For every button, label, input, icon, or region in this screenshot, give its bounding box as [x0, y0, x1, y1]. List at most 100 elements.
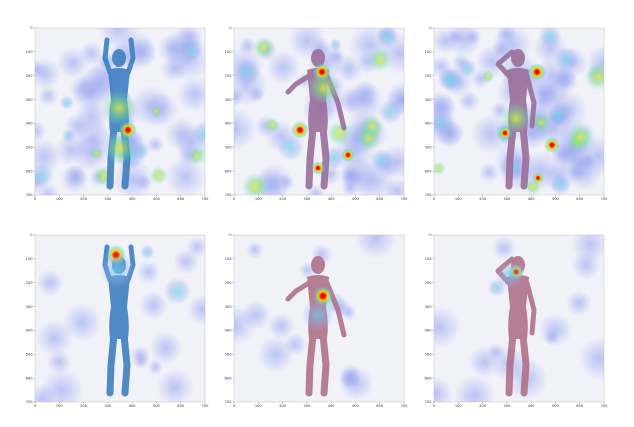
- heat-blob: [454, 375, 496, 417]
- heat-blob: [356, 126, 381, 151]
- x-tick-label: 300: [303, 404, 311, 408]
- y-tick-label: 700: [225, 193, 233, 197]
- y-tick-label: 500: [225, 352, 233, 356]
- y-tick-label: 600: [225, 376, 233, 380]
- heat-spot: [99, 252, 135, 288]
- heat-blob: [187, 294, 218, 325]
- y-tick-label: 500: [425, 352, 433, 356]
- y-tick-label: 300: [225, 98, 233, 102]
- limb: [509, 335, 513, 393]
- x-tick-label: 100: [455, 404, 463, 408]
- x-tick-label: 200: [279, 404, 287, 408]
- x-tick-label: 500: [153, 404, 161, 408]
- x-tick-label: 500: [552, 197, 560, 201]
- heat-spot: [532, 172, 544, 184]
- heat-blob: [163, 277, 191, 305]
- heat-blob: [378, 99, 403, 124]
- x-tick-label: 0: [34, 404, 37, 408]
- heat-blob: [242, 173, 269, 200]
- heat-blob: [571, 226, 608, 263]
- limb: [309, 335, 313, 393]
- heat-spot: [528, 63, 546, 81]
- x-tick-label: 300: [104, 404, 112, 408]
- limb: [323, 335, 326, 393]
- heat-blob: [566, 290, 592, 316]
- y-tick-label: 200: [225, 74, 233, 78]
- y-tick-label: 300: [26, 305, 34, 309]
- heat-blob: [59, 95, 74, 110]
- y-tick-label: 100: [225, 257, 233, 261]
- heat-spot: [101, 90, 137, 126]
- heat-blob: [419, 377, 454, 412]
- y-tick-label: 300: [225, 305, 233, 309]
- limb: [523, 335, 526, 393]
- y-tick-label: 400: [225, 122, 233, 126]
- y-tick-label: 400: [425, 329, 433, 333]
- heat-blob: [268, 313, 295, 340]
- heat-blob: [481, 70, 494, 83]
- heat-blob: [62, 129, 76, 143]
- y-tick-label: 200: [26, 281, 34, 285]
- y-tick-label: 700: [26, 400, 34, 404]
- heat-blob: [554, 46, 579, 71]
- heat-blob: [173, 249, 199, 275]
- heatmap: [214, 22, 420, 204]
- panel: 0100200300400500600700010020030040050060…: [214, 22, 420, 204]
- x-tick-label: 200: [479, 197, 487, 201]
- panel: 0100200300400500600700010020030040050060…: [419, 21, 620, 201]
- heat-blob: [135, 174, 152, 191]
- y-tick-label: 0: [229, 233, 232, 237]
- y-tick-label: 700: [425, 400, 433, 404]
- heat-blob: [130, 345, 150, 365]
- heat-blob: [157, 368, 195, 406]
- y-tick-label: 100: [225, 50, 233, 54]
- x-tick-label: 500: [153, 197, 161, 201]
- heat-spot: [501, 103, 531, 133]
- heat-spot: [308, 72, 340, 104]
- x-tick-label: 100: [56, 404, 64, 408]
- head: [511, 49, 525, 67]
- limb: [309, 128, 313, 186]
- x-tick-label: 500: [552, 404, 560, 408]
- x-tick-label: 500: [352, 404, 360, 408]
- heat-blob: [458, 59, 477, 78]
- x-tick-label: 300: [503, 197, 511, 201]
- heat-spot: [341, 148, 355, 162]
- x-tick-label: 0: [233, 197, 236, 201]
- heat-blob: [136, 260, 160, 284]
- heat-blob: [57, 47, 89, 79]
- heat-blob: [64, 164, 87, 187]
- heat-blob: [90, 147, 102, 159]
- heat-blob: [28, 163, 54, 189]
- x-tick-label: 700: [601, 404, 609, 408]
- limb: [124, 335, 127, 393]
- y-tick-label: 500: [425, 145, 433, 149]
- heat-blob: [180, 38, 203, 61]
- x-tick-label: 600: [177, 404, 185, 408]
- heat-spot: [302, 299, 334, 331]
- heat-blob: [430, 111, 454, 135]
- y-tick-label: 500: [26, 352, 34, 356]
- y-tick-label: 200: [425, 281, 433, 285]
- heat-blob: [248, 86, 265, 103]
- y-tick-label: 0: [229, 26, 232, 30]
- heat-blob: [29, 58, 61, 90]
- heat-blob: [355, 218, 397, 260]
- x-tick-label: 700: [202, 197, 210, 201]
- x-tick-label: 400: [129, 404, 137, 408]
- x-tick-label: 600: [376, 404, 384, 408]
- y-tick-label: 600: [425, 169, 433, 173]
- heat-blob: [253, 36, 275, 58]
- heat-blob: [177, 76, 213, 112]
- x-tick-label: 0: [233, 404, 236, 408]
- y-tick-label: 100: [425, 257, 433, 261]
- heat-blob: [341, 168, 362, 189]
- heat-blob: [548, 103, 570, 125]
- heat-blob: [150, 105, 163, 118]
- y-tick-label: 0: [30, 233, 33, 237]
- y-tick-label: 300: [425, 98, 433, 102]
- y-tick-label: 0: [429, 233, 432, 237]
- limb: [110, 335, 114, 393]
